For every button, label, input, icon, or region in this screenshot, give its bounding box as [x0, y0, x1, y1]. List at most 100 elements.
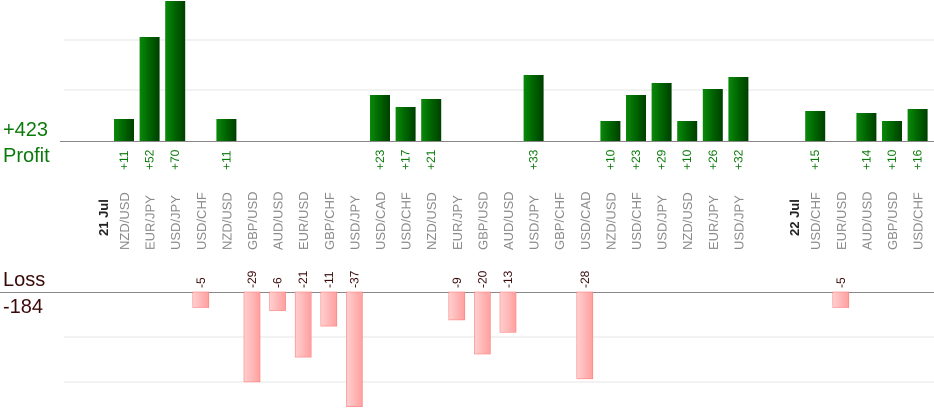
- loss-value-label: -28: [578, 270, 592, 288]
- pair-label: EUR/USD: [834, 191, 849, 250]
- profit-bar: [139, 37, 160, 141]
- profit-bar: [677, 121, 698, 141]
- loss-value-label: -29: [245, 270, 259, 288]
- loss-value-label: -6: [271, 277, 285, 288]
- pair-label: EUR/USD: [296, 191, 311, 250]
- pair-label: NZD/USD: [117, 192, 132, 250]
- profit-bar: [702, 89, 723, 141]
- pair-label: USD/CAD: [578, 191, 593, 250]
- loss-bar: [269, 291, 286, 311]
- profit-value-label: +23: [629, 149, 643, 170]
- pair-label: USD/JPY: [655, 195, 670, 250]
- profit-bar: [651, 83, 672, 141]
- loss-value-label: -21: [296, 270, 310, 288]
- pair-label: GBP/CHF: [322, 192, 337, 250]
- profit-bar: [882, 121, 902, 141]
- profit-value-label: +70: [168, 149, 182, 170]
- profit-value-label: +15: [808, 149, 822, 170]
- loss-bar: [499, 291, 517, 333]
- pair-label: USD/CHF: [911, 192, 926, 250]
- pair-label: AUD/USD: [501, 191, 516, 250]
- profit-label: Profit: [3, 145, 50, 167]
- loss-bar: [474, 291, 491, 355]
- loss-bar: [832, 291, 850, 308]
- profit-value-label: +16: [911, 149, 925, 170]
- axes: [0, 141, 934, 293]
- loss-total: -184: [3, 296, 44, 318]
- profit-bar: [523, 75, 544, 141]
- pair-label: USD/JPY: [731, 195, 746, 250]
- pair-label: USD/JPY: [527, 195, 542, 250]
- profit-value-label: +21: [424, 149, 438, 170]
- pair-label: NZD/USD: [603, 192, 618, 250]
- loss-value-label: -9: [450, 277, 464, 288]
- profit-value-label: +26: [706, 149, 720, 170]
- profit-bar: [114, 119, 134, 141]
- pair-label: GBP/CHF: [552, 192, 567, 250]
- pair-label: USD/JPY: [168, 195, 183, 250]
- loss-value-label: -11: [322, 271, 336, 288]
- profit-bar: [216, 119, 237, 141]
- profit-bar: [728, 77, 749, 141]
- profit-bar: [805, 111, 826, 141]
- pair-label: NZD/USD: [424, 192, 439, 250]
- profit-value-label: +11: [117, 150, 131, 170]
- gridlines: [64, 39, 934, 383]
- pair-label: EUR/JPY: [450, 195, 465, 250]
- loss-value-label: -13: [501, 270, 515, 288]
- profit-bar: [395, 107, 416, 141]
- profit-bar: [626, 95, 646, 141]
- loss-bar: [346, 291, 363, 407]
- loss-value-label: -37: [347, 270, 361, 288]
- date-label: 21 Jul: [96, 199, 111, 236]
- profit-value-label: +32: [731, 149, 745, 170]
- profit-value-label: +10: [680, 149, 694, 170]
- loss-bar: [243, 291, 261, 383]
- loss-bar: [576, 291, 594, 380]
- pair-label: EUR/JPY: [706, 195, 721, 250]
- pair-label: EUR/JPY: [143, 195, 158, 250]
- pair-labels: NZD/USD EUR/JPY USD/JPY USD/CHF NZD/USD GBP/U…: [96, 191, 926, 250]
- loss-value-label: -5: [834, 277, 848, 288]
- pair-label: NZD/USD: [219, 192, 234, 250]
- pair-label: USD/CHF: [399, 192, 414, 250]
- profit-value-label: +23: [373, 149, 387, 170]
- loss-label: Loss: [3, 269, 46, 291]
- pair-label: USD/CHF: [629, 192, 644, 250]
- pair-label: GBP/USD: [245, 191, 260, 250]
- pair-label: AUD/USD: [859, 191, 874, 250]
- loss-bar: [448, 291, 466, 321]
- pair-label: USD/CHF: [808, 192, 823, 250]
- profit-bar: [907, 109, 928, 141]
- pair-label: AUD/USD: [271, 191, 286, 250]
- trade-bars: [114, 1, 928, 407]
- profit-value-label: +29: [655, 149, 669, 170]
- value-labels: +11 +52 +70-5+11-29 -6 -21 -11 -37+23 +17 +21-9-…: [117, 149, 925, 288]
- date-label: 22 Jul: [787, 199, 802, 236]
- profit-bar: [165, 1, 186, 141]
- profit-bar: [856, 113, 877, 141]
- pair-label: NZD/USD: [680, 192, 695, 250]
- profit-value-label: +14: [859, 149, 873, 170]
- pair-label: GBP/USD: [475, 191, 490, 250]
- loss-value-label: -20: [475, 270, 489, 288]
- profit-value-label: +52: [143, 149, 157, 170]
- loss-bar: [294, 291, 312, 358]
- profit-bar: [421, 99, 442, 141]
- profit-value-label: +10: [603, 149, 617, 170]
- profit-bar: [370, 95, 390, 141]
- profit-value-label: +10: [885, 149, 899, 170]
- pair-label: USD/CHF: [194, 192, 209, 250]
- profit-total: +423: [3, 119, 49, 141]
- loss-value-label: -5: [194, 277, 208, 288]
- loss-bar: [192, 291, 210, 308]
- pair-label: USD/JPY: [347, 195, 362, 250]
- pair-label: GBP/USD: [885, 191, 900, 250]
- profit-bar: [600, 121, 621, 141]
- loss-bar: [320, 291, 338, 327]
- profit-value-label: +33: [527, 149, 541, 170]
- profit-value-label: +17: [399, 149, 413, 170]
- pair-label: USD/CAD: [373, 191, 388, 250]
- profit-value-label: +11: [219, 150, 233, 170]
